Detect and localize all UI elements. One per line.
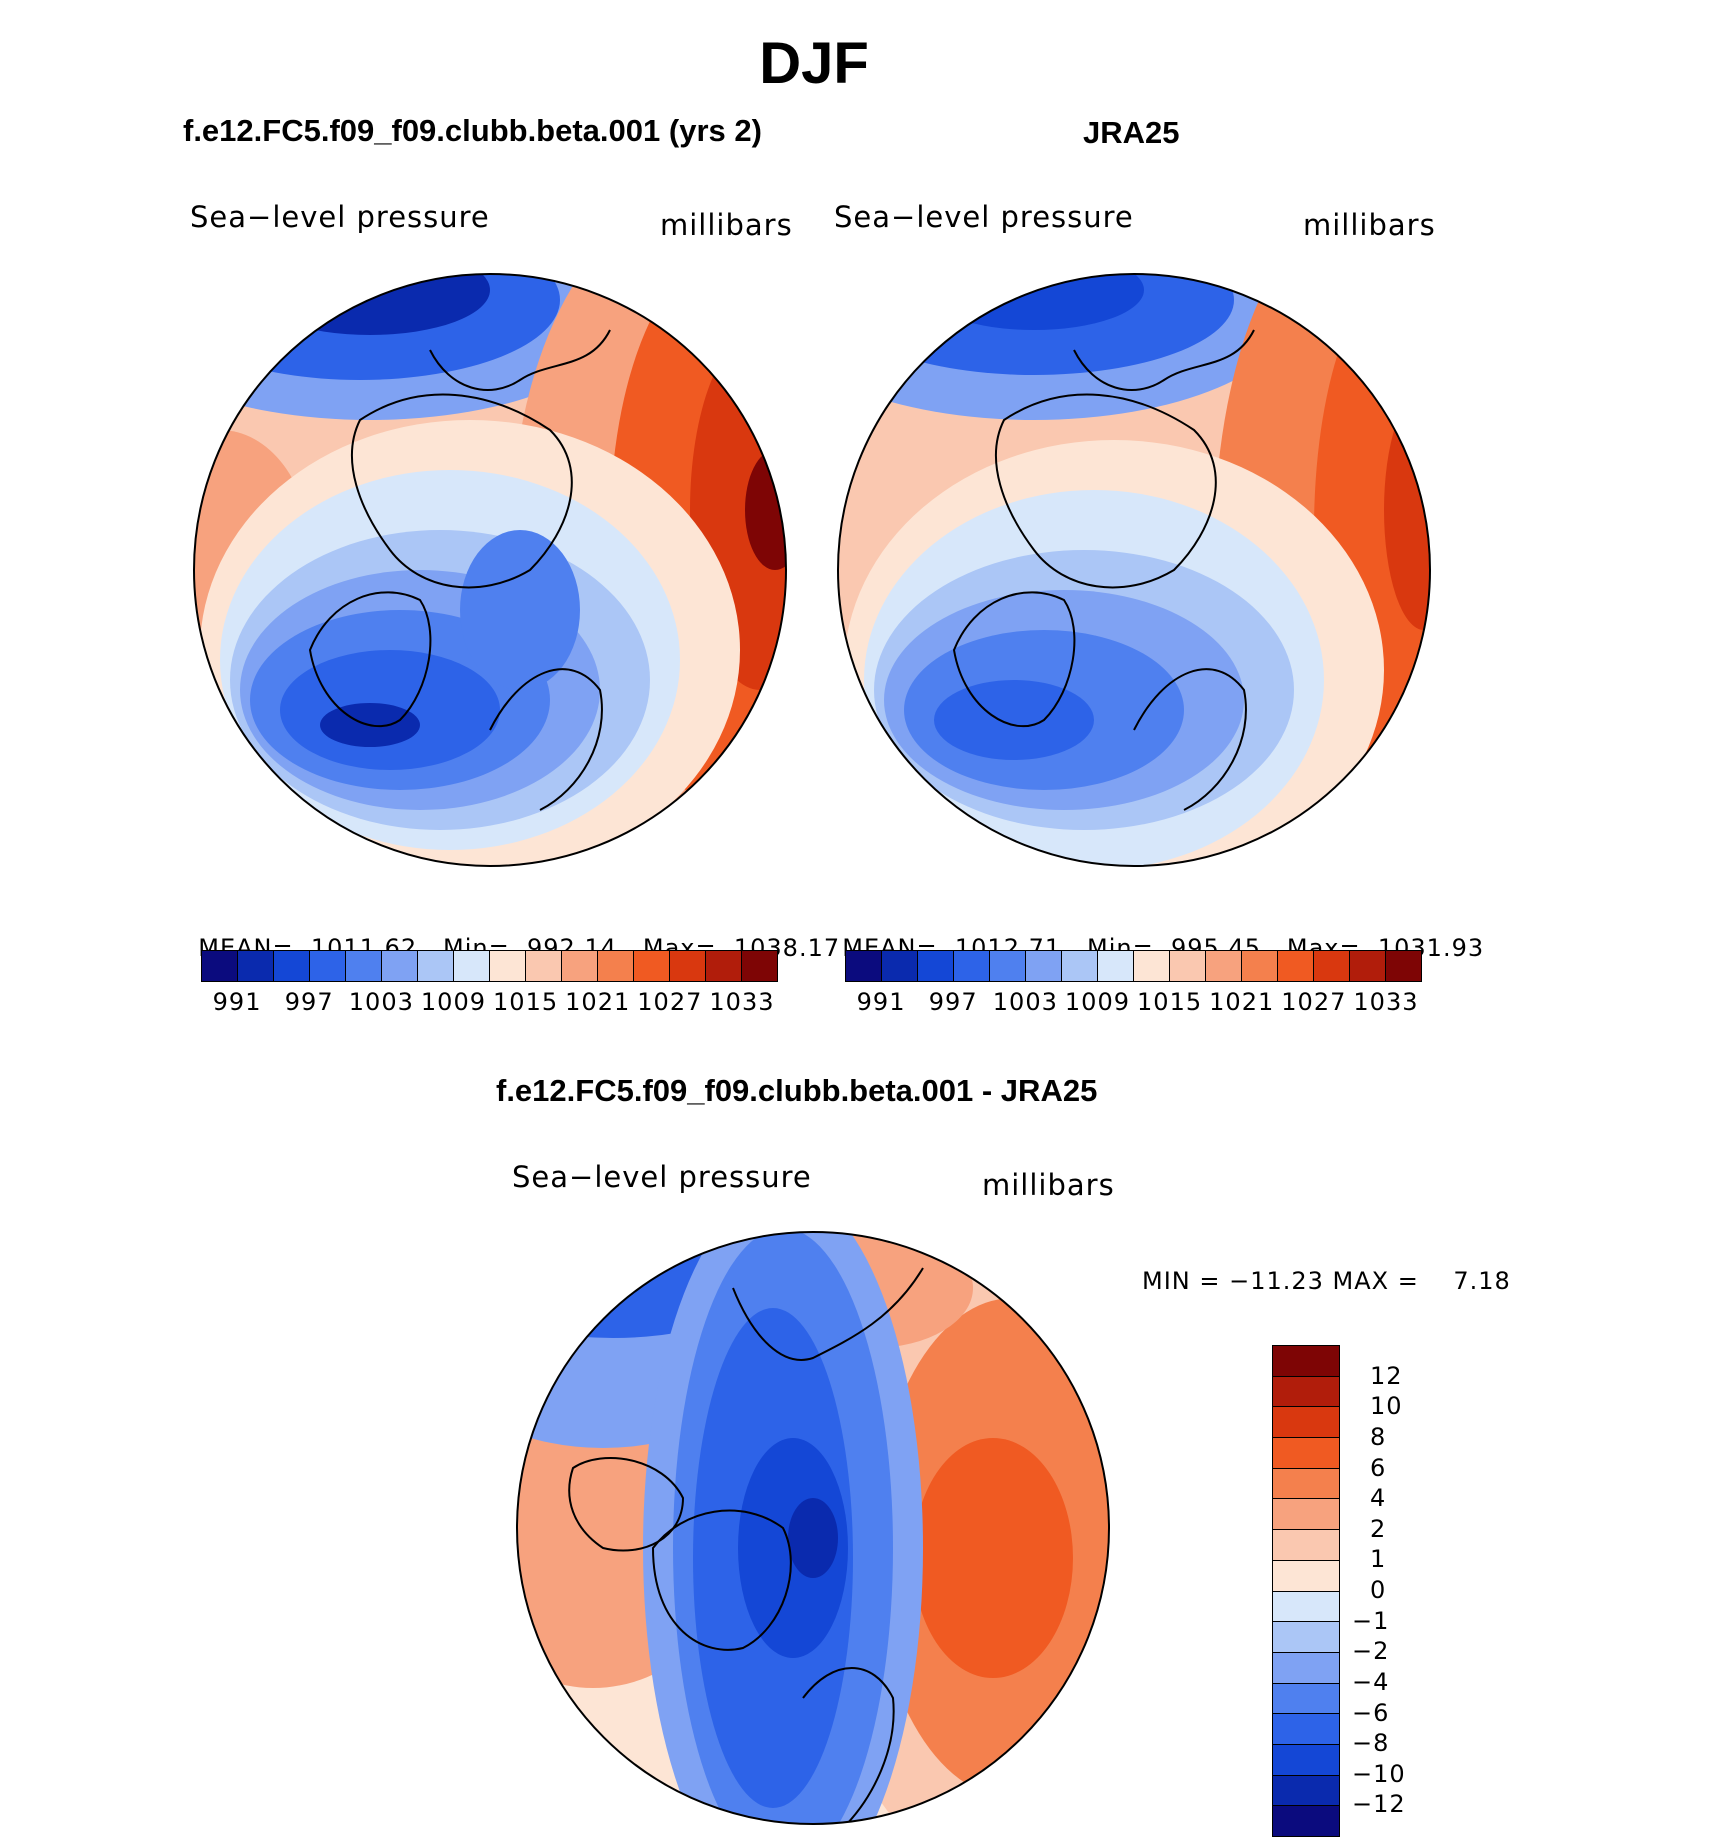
difference-colorbar xyxy=(1272,1345,1342,1837)
colorbar-swatch xyxy=(846,951,882,981)
colorbar-swatch xyxy=(1273,1346,1339,1377)
difference-units-label: millibars xyxy=(982,1168,1115,1202)
difference-title: f.e12.FC5.f09_f09.clubb.beta.001 - JRA25 xyxy=(496,1073,1098,1108)
colorbar-tick-label: 1021 xyxy=(565,988,631,1016)
colorbar-swatch xyxy=(1273,1775,1339,1807)
colorbar-swatch xyxy=(1206,951,1242,981)
colorbar-tick-label: 6 xyxy=(1370,1453,1387,1482)
panel-obs-polar-map xyxy=(837,273,1431,867)
colorbar-swatch xyxy=(634,951,670,981)
colorbar-tick-label: 1027 xyxy=(1281,988,1347,1016)
colorbar-tick-label: −12 xyxy=(1352,1790,1406,1819)
panel-model-title: f.e12.FC5.f09_f09.clubb.beta.001 (yrs 2) xyxy=(183,113,762,148)
colorbar-tick-label: 2 xyxy=(1370,1514,1387,1543)
difference-colorbar-labels: 12 10 8 6 4 2 1 0 −1 −2 −4 −6 −8 −10 −12 xyxy=(1352,1345,1472,1835)
colorbar-swatch xyxy=(418,951,454,981)
colorbar-swatch xyxy=(1170,951,1206,981)
colorbar-tick-label: 997 xyxy=(284,988,334,1016)
colorbar-tick-label: 1009 xyxy=(1064,988,1130,1016)
difference-variable-label: Sea−level pressure xyxy=(512,1160,812,1194)
colorbar-tick-label: 12 xyxy=(1370,1361,1403,1390)
colorbar-swatch xyxy=(1026,951,1062,981)
colorbar-swatch xyxy=(1273,1744,1339,1776)
colorbar-swatch xyxy=(1273,1376,1339,1408)
colorbar-swatch xyxy=(1273,1468,1339,1500)
colorbar-swatch xyxy=(990,951,1026,981)
colorbar-swatch xyxy=(1314,951,1350,981)
colorbar-swatch xyxy=(1273,1560,1339,1592)
colorbar-tick-label: −10 xyxy=(1352,1759,1406,1788)
panel-model-polar-map xyxy=(193,273,787,867)
panel-obs-variable-label: Sea−level pressure xyxy=(834,200,1134,234)
colorbar-swatch xyxy=(1098,951,1134,981)
colorbar-tick-label: 1015 xyxy=(493,988,559,1016)
colorbar-swatch xyxy=(1273,1714,1339,1745)
colorbar-swatch xyxy=(274,951,310,981)
colorbar-swatch xyxy=(918,951,954,981)
colorbar-swatch xyxy=(490,951,526,981)
colorbar-tick-label: 10 xyxy=(1370,1392,1403,1421)
colorbar-tick-label: −4 xyxy=(1352,1667,1390,1696)
colorbar-tick-label: 991 xyxy=(856,988,906,1016)
colorbar-swatch xyxy=(670,951,706,981)
colorbar-swatch xyxy=(882,951,918,981)
colorbar-swatch xyxy=(238,951,274,981)
colorbar-tick-label: 991 xyxy=(212,988,262,1016)
colorbar-swatch xyxy=(1273,1530,1339,1561)
colorbar-swatch xyxy=(526,951,562,981)
colorbar-tick-label: −6 xyxy=(1352,1698,1390,1727)
colorbar-tick-label: 4 xyxy=(1370,1484,1387,1513)
colorbar-swatch xyxy=(310,951,346,981)
colorbar-swatch xyxy=(1134,951,1170,981)
colorbar-tick-label: 1015 xyxy=(1137,988,1203,1016)
colorbar-swatch xyxy=(562,951,598,981)
panel-obs-units-label: millibars xyxy=(1303,208,1436,242)
colorbar-swatch xyxy=(1062,951,1098,981)
colorbar-swatch xyxy=(1242,951,1278,981)
colorbar-swatch xyxy=(1273,1806,1339,1836)
colorbar-swatch xyxy=(1273,1438,1339,1469)
panel-model-variable-label: Sea−level pressure xyxy=(190,200,490,234)
colorbar-swatch xyxy=(954,951,990,981)
colorbar-swatch xyxy=(1273,1591,1339,1623)
colorbar-swatch xyxy=(1386,951,1421,981)
colorbar-tick-label: 997 xyxy=(928,988,978,1016)
colorbar-swatch xyxy=(598,951,634,981)
colorbar-tick-label: 1003 xyxy=(348,988,414,1016)
colorbar-swatch xyxy=(1273,1499,1339,1531)
panel-obs-colorbar: 991 997 1003 1009 1015 1021 1027 1033 xyxy=(845,950,1422,1016)
panel-model-units-label: millibars xyxy=(660,208,793,242)
difference-polar-map xyxy=(516,1231,1110,1825)
colorbar-tick-label: −1 xyxy=(1352,1606,1390,1635)
colorbar-swatch xyxy=(1273,1622,1339,1653)
colorbar-tick-label: 1033 xyxy=(1353,988,1419,1016)
colorbar-tick-label: 1 xyxy=(1370,1545,1387,1574)
difference-stats: MIN = −11.23 MAX = 7.18 xyxy=(1142,1267,1511,1295)
colorbar-swatch xyxy=(1278,951,1314,981)
colorbar-tick-label: 1021 xyxy=(1209,988,1275,1016)
colorbar-swatch xyxy=(382,951,418,981)
panel-obs-title: JRA25 xyxy=(1083,115,1180,150)
colorbar-swatch xyxy=(742,951,777,981)
colorbar-swatch xyxy=(1350,951,1386,981)
colorbar-swatch xyxy=(454,951,490,981)
figure-title: DJF xyxy=(759,31,869,96)
colorbar-tick-label: 1033 xyxy=(709,988,775,1016)
colorbar-tick-label: −8 xyxy=(1352,1729,1390,1758)
colorbar-swatch xyxy=(1273,1683,1339,1715)
colorbar-swatch xyxy=(202,951,238,981)
colorbar-tick-label: 0 xyxy=(1370,1576,1387,1604)
colorbar-tick-label: −2 xyxy=(1352,1637,1390,1666)
colorbar-swatch xyxy=(1273,1652,1339,1684)
panel-model-colorbar: 991 997 1003 1009 1015 1021 1027 1033 xyxy=(201,950,778,1016)
colorbar-swatch xyxy=(1273,1407,1339,1439)
colorbar-swatch xyxy=(706,951,742,981)
colorbar-swatch xyxy=(346,951,382,981)
colorbar-tick-label: 1027 xyxy=(637,988,703,1016)
colorbar-tick-label: 1009 xyxy=(420,988,486,1016)
colorbar-tick-label: 1003 xyxy=(992,988,1058,1016)
colorbar-tick-label: 8 xyxy=(1370,1422,1387,1451)
